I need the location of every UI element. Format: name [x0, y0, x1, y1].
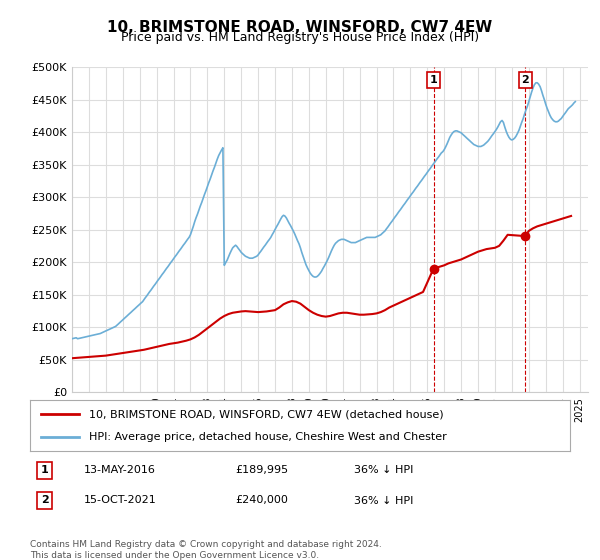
Text: Contains HM Land Registry data © Crown copyright and database right 2024.
This d: Contains HM Land Registry data © Crown c…	[30, 540, 382, 560]
Text: HPI: Average price, detached house, Cheshire West and Chester: HPI: Average price, detached house, Ches…	[89, 432, 447, 442]
Text: £189,995: £189,995	[235, 465, 289, 475]
Text: 1: 1	[41, 465, 49, 475]
Text: Price paid vs. HM Land Registry's House Price Index (HPI): Price paid vs. HM Land Registry's House …	[121, 31, 479, 44]
Text: 10, BRIMSTONE ROAD, WINSFORD, CW7 4EW (detached house): 10, BRIMSTONE ROAD, WINSFORD, CW7 4EW (d…	[89, 409, 444, 419]
Text: 1: 1	[430, 75, 437, 85]
Text: 36% ↓ HPI: 36% ↓ HPI	[354, 496, 413, 506]
Text: 36% ↓ HPI: 36% ↓ HPI	[354, 465, 413, 475]
Text: 2: 2	[521, 75, 529, 85]
Text: £240,000: £240,000	[235, 496, 288, 506]
Text: 10, BRIMSTONE ROAD, WINSFORD, CW7 4EW: 10, BRIMSTONE ROAD, WINSFORD, CW7 4EW	[107, 20, 493, 35]
Text: 13-MAY-2016: 13-MAY-2016	[84, 465, 156, 475]
Text: 15-OCT-2021: 15-OCT-2021	[84, 496, 157, 506]
Text: 2: 2	[41, 496, 49, 506]
